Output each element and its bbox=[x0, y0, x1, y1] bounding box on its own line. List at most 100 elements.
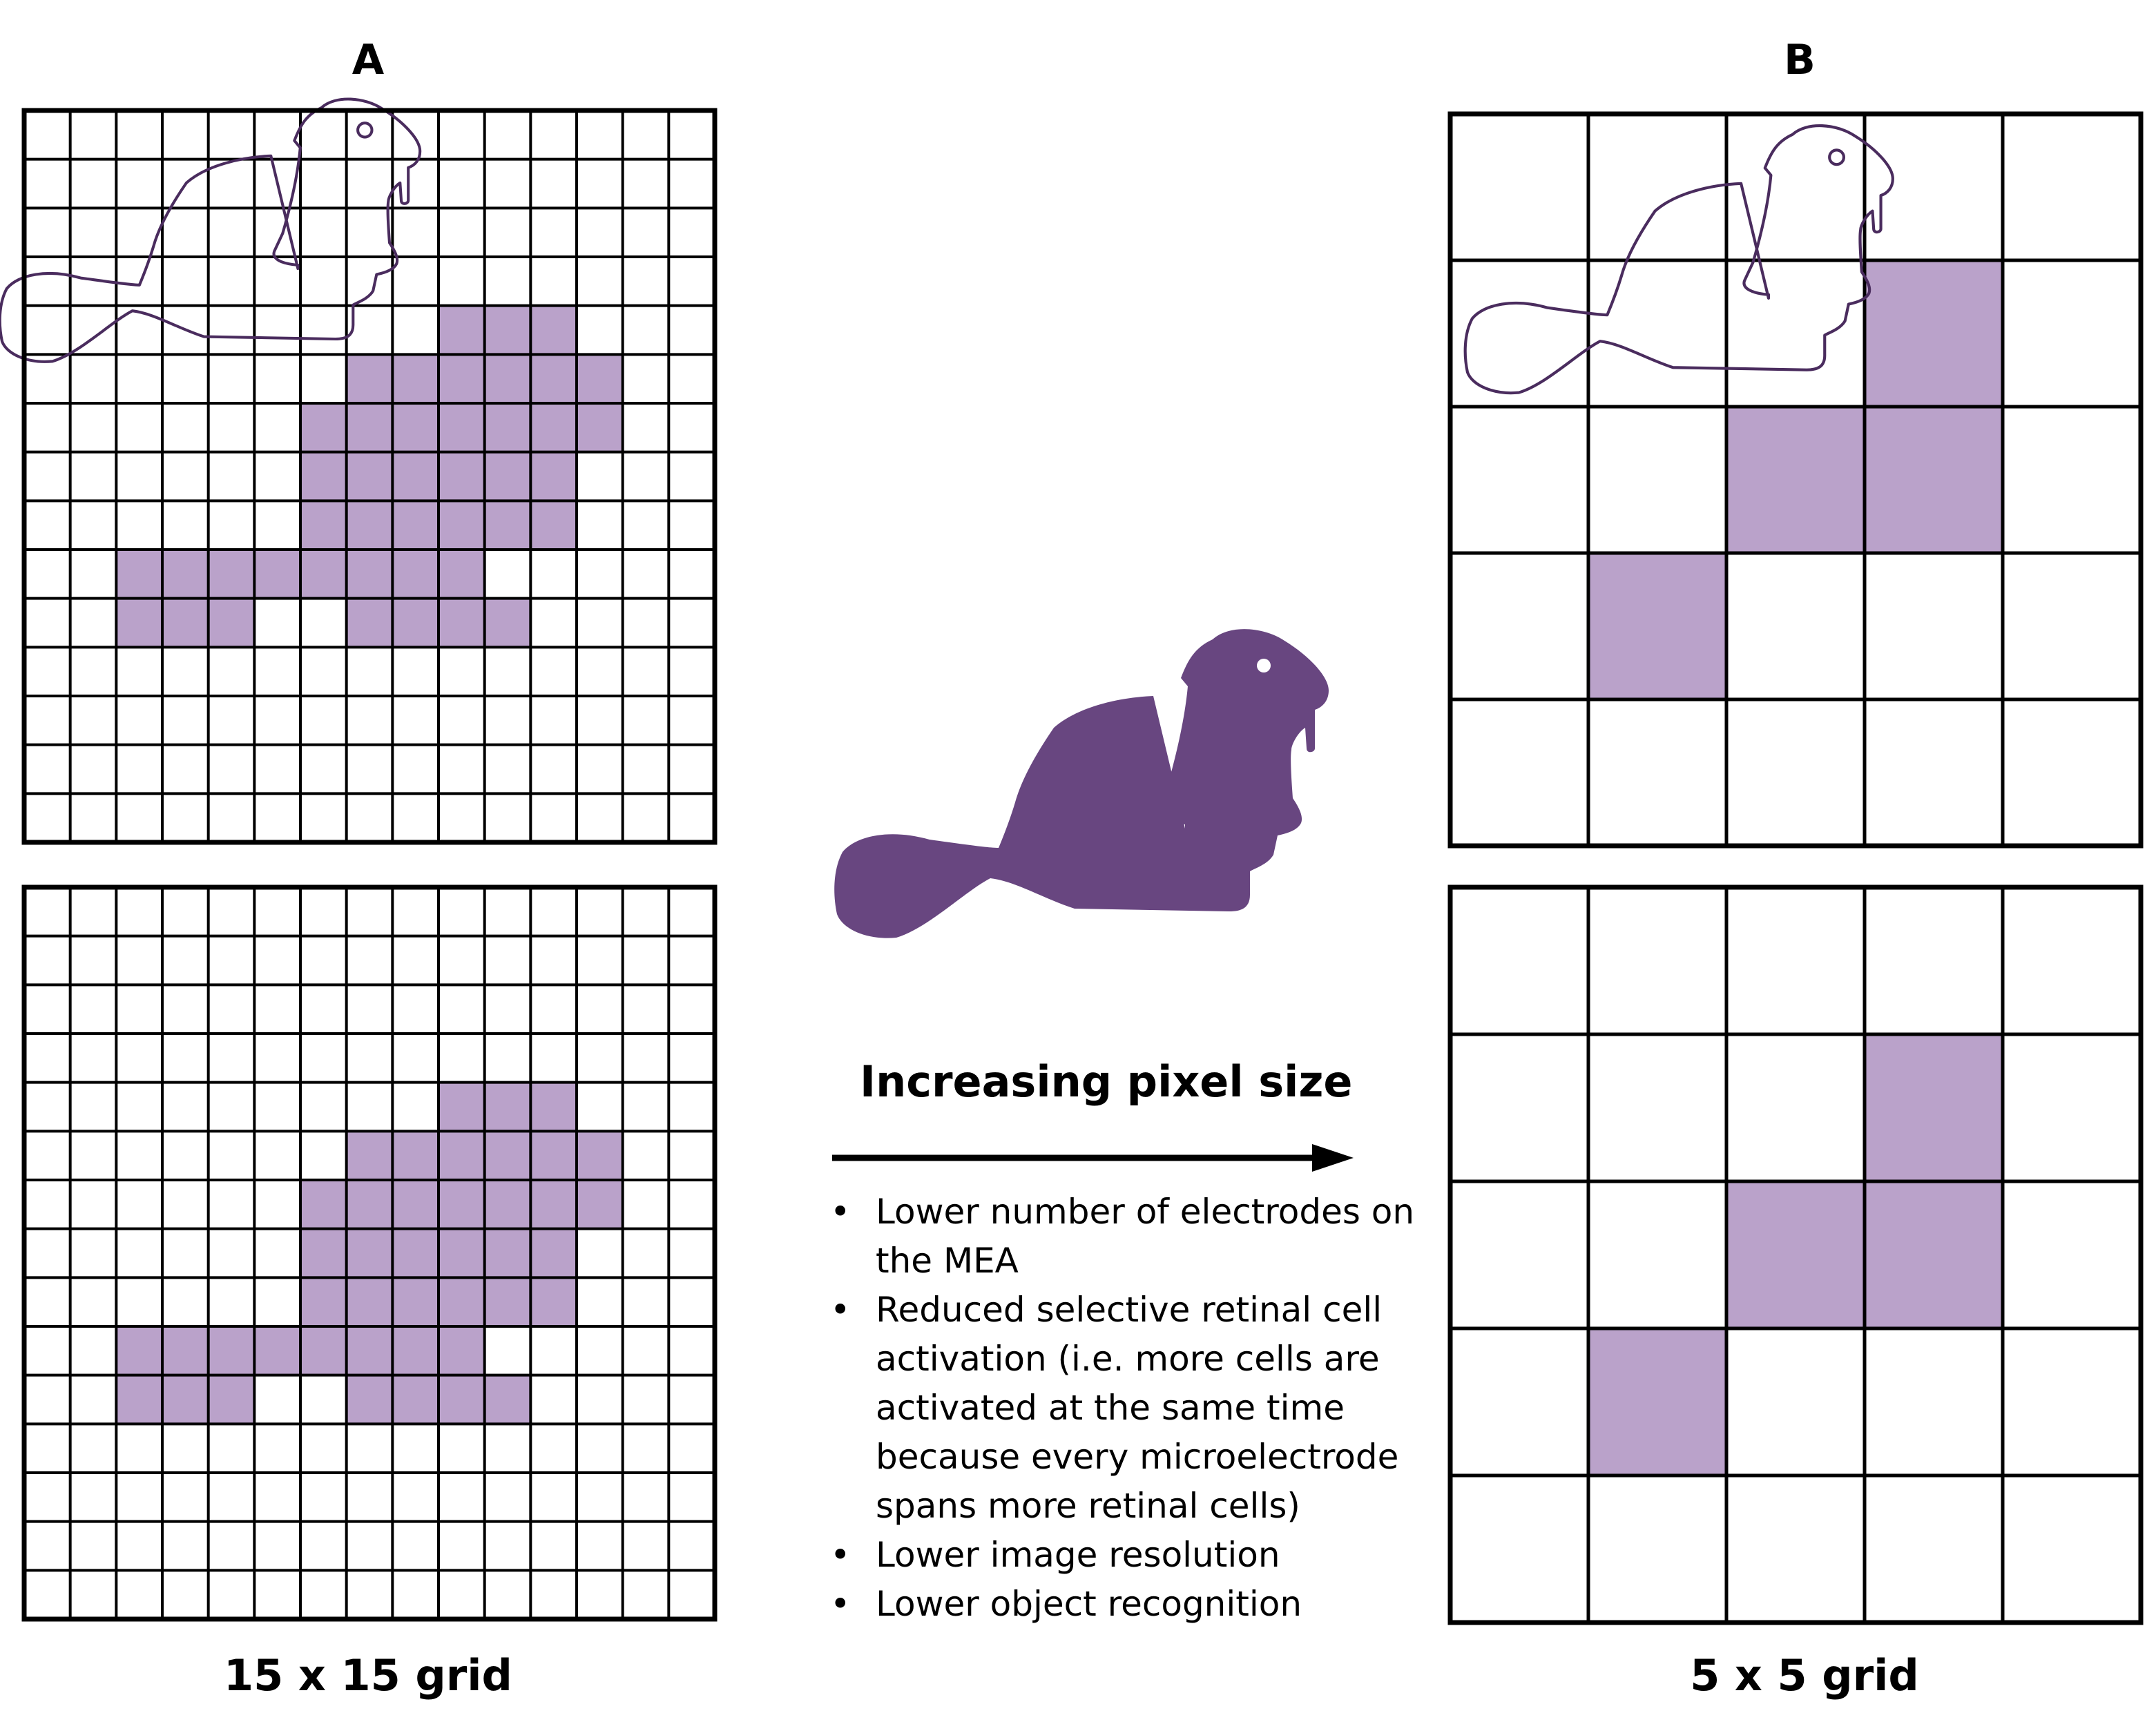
filled-pixel bbox=[530, 1131, 577, 1180]
filled-pixel bbox=[208, 598, 255, 648]
panel-label-b: B bbox=[1784, 36, 1816, 84]
filled-pixel bbox=[392, 598, 439, 648]
filled-pixel bbox=[439, 1326, 485, 1375]
increasing-pixel-size-heading: Increasing pixel size bbox=[860, 1056, 1353, 1107]
filled-pixel bbox=[1726, 1181, 1865, 1328]
bullet-text: Lower image resolution bbox=[876, 1535, 1280, 1575]
filled-pixel bbox=[530, 305, 577, 355]
filled-pixel bbox=[484, 403, 531, 452]
filled-pixel bbox=[392, 1180, 439, 1229]
filled-pixel bbox=[530, 354, 577, 403]
grid-a-with-outline bbox=[0, 97, 718, 845]
consequences-list: • Lower number of electrodes on the MEA •… bbox=[829, 1188, 1423, 1629]
filled-pixel bbox=[439, 1277, 485, 1326]
filled-pixel bbox=[439, 305, 485, 355]
list-item: • Lower image resolution bbox=[830, 1535, 1280, 1575]
filled-pixel bbox=[577, 403, 623, 452]
filled-pixel bbox=[254, 1326, 300, 1375]
beaver-icon bbox=[834, 629, 1329, 938]
filled-pixel bbox=[346, 1375, 393, 1424]
bullet-text: Reduced selective retinal cell activatio… bbox=[876, 1290, 1399, 1526]
beaver-outline-icon bbox=[0, 97, 422, 363]
filled-pixel bbox=[484, 1277, 531, 1326]
filled-pixel bbox=[484, 1228, 531, 1278]
filled-pixel bbox=[346, 452, 393, 501]
filled-pixel bbox=[439, 1228, 485, 1278]
filled-pixel bbox=[346, 1277, 393, 1326]
filled-pixel bbox=[392, 1131, 439, 1180]
filled-pixel bbox=[346, 1131, 393, 1180]
filled-pixel bbox=[484, 1375, 531, 1424]
filled-pixel bbox=[162, 550, 209, 599]
filled-pixel bbox=[300, 501, 347, 550]
grid-caption-b: 5 x 5 grid bbox=[1690, 1650, 1919, 1701]
filled-pixel bbox=[484, 598, 531, 648]
filled-pixel bbox=[346, 550, 393, 599]
filled-pixel bbox=[346, 354, 393, 403]
filled-pixel bbox=[439, 550, 485, 599]
filled-pixel bbox=[439, 1131, 485, 1180]
filled-pixel bbox=[1588, 1328, 1726, 1475]
list-item: • Lower number of electrodes on the MEA bbox=[830, 1192, 1415, 1281]
filled-pixel bbox=[439, 403, 485, 452]
grid-caption-a: 15 x 15 grid bbox=[224, 1650, 512, 1701]
filled-pixel bbox=[530, 1228, 577, 1278]
filled-pixel bbox=[208, 550, 255, 599]
filled-pixel bbox=[392, 550, 439, 599]
filled-pixel bbox=[530, 403, 577, 452]
filled-pixel bbox=[439, 501, 485, 550]
filled-pixel bbox=[346, 403, 393, 452]
bullet-text: Lower number of electrodes on the MEA bbox=[876, 1192, 1415, 1281]
filled-pixel bbox=[392, 403, 439, 452]
filled-pixel bbox=[484, 501, 531, 550]
filled-pixel bbox=[484, 1180, 531, 1229]
list-item: • Reduced selective retinal cell activati… bbox=[830, 1290, 1399, 1526]
filled-pixel bbox=[208, 1326, 255, 1375]
filled-pixel bbox=[300, 1180, 347, 1229]
filled-pixel bbox=[1865, 1034, 2003, 1181]
filled-pixel bbox=[116, 1326, 162, 1375]
panel-label-a: A bbox=[352, 36, 385, 84]
filled-pixel bbox=[1865, 1181, 2003, 1328]
filled-pixel bbox=[530, 452, 577, 501]
filled-pixel bbox=[484, 354, 531, 403]
filled-pixel bbox=[439, 1180, 485, 1229]
filled-pixel bbox=[530, 1277, 577, 1326]
filled-pixel bbox=[300, 1228, 347, 1278]
filled-pixel bbox=[392, 354, 439, 403]
filled-pixel bbox=[530, 1180, 577, 1229]
filled-pixel bbox=[530, 1082, 577, 1132]
filled-pixel bbox=[530, 501, 577, 550]
filled-pixel bbox=[392, 1228, 439, 1278]
filled-pixel bbox=[346, 598, 393, 648]
grid-border bbox=[1447, 884, 2144, 1625]
beaver-eye-icon bbox=[356, 122, 374, 139]
grid-b-with-outline bbox=[1447, 111, 2144, 849]
filled-pixel bbox=[116, 1375, 162, 1424]
bullet-text: Lower object recognition bbox=[876, 1584, 1302, 1624]
filled-pixel bbox=[300, 550, 347, 599]
filled-pixel bbox=[208, 1375, 255, 1424]
filled-pixel bbox=[300, 403, 347, 452]
filled-pixel bbox=[346, 501, 393, 550]
filled-pixel bbox=[116, 598, 162, 648]
grid-border bbox=[1447, 111, 2144, 849]
filled-pixel bbox=[1865, 260, 2003, 407]
filled-pixel bbox=[162, 598, 209, 648]
filled-pixel bbox=[484, 1131, 531, 1180]
filled-pixel bbox=[346, 1326, 393, 1375]
filled-pixel bbox=[1865, 407, 2003, 553]
list-item: • Lower object recognition bbox=[830, 1584, 1302, 1624]
filled-pixel bbox=[577, 354, 623, 403]
filled-pixel bbox=[484, 1082, 531, 1132]
filled-pixel bbox=[484, 305, 531, 355]
grid-a-pixelated bbox=[21, 884, 718, 1622]
arrow-right-icon bbox=[832, 1144, 1354, 1172]
filled-pixel bbox=[439, 452, 485, 501]
grid-b-pixelated bbox=[1447, 884, 2144, 1625]
filled-pixel bbox=[392, 452, 439, 501]
filled-pixel bbox=[439, 1375, 485, 1424]
filled-pixel bbox=[162, 1375, 209, 1424]
filled-pixel bbox=[392, 1375, 439, 1424]
filled-pixel bbox=[1588, 553, 1726, 699]
